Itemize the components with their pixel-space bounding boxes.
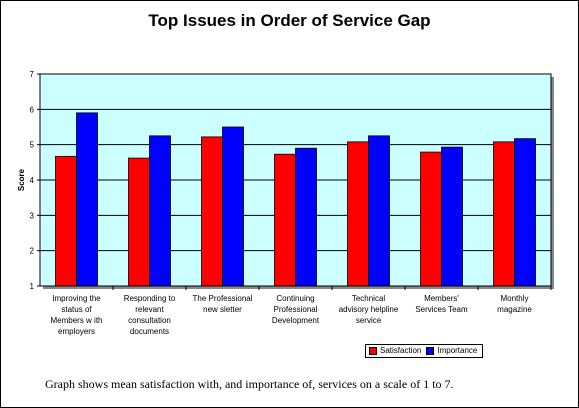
x-tick-label: Technical advisory helpline service [324, 293, 414, 326]
y-tick-label: 6 [30, 105, 35, 114]
y-axis-label: Score [17, 168, 26, 191]
x-tick-label-line: The Professional [192, 294, 253, 303]
x-tick-label-line: Continuing [276, 294, 315, 303]
x-tick-label: Continuing Professional Development [251, 293, 341, 326]
bar-satisfaction-6 [493, 141, 515, 287]
x-tick-label-line: consultation [128, 316, 171, 325]
bar-importance-4 [368, 135, 390, 287]
x-tick-label-line: Technical [351, 294, 386, 303]
chart-caption: Graph shows mean satisfaction with, and … [45, 377, 454, 391]
legend-swatch-importance [426, 347, 435, 355]
bar-importance-1 [149, 135, 171, 287]
x-tick-label-line: Responding to [123, 294, 176, 303]
legend: Satisfaction Importance [365, 344, 483, 358]
x-tick-label: Responding to relevant consultation documen… [105, 293, 195, 337]
bar-importance-0 [76, 112, 98, 287]
y-tick-label: 1 [30, 282, 35, 291]
bar-satisfaction-0 [55, 155, 77, 287]
bar-satisfaction-2 [201, 136, 223, 287]
x-tick-label-line: Professional [273, 305, 318, 314]
chart-title: Top Issues in Order of Service Gap [148, 11, 431, 30]
bar-satisfaction-5 [420, 151, 442, 287]
y-tick-label: 7 [30, 70, 35, 79]
y-tick-label: 5 [30, 141, 35, 150]
x-tick-label: Members' Services Team [397, 293, 487, 315]
x-tick-label-line: magazine [497, 305, 532, 314]
x-tick-label-line: relevant [135, 305, 164, 314]
bar-importance-2 [222, 126, 244, 287]
bar-importance-6 [514, 138, 536, 287]
x-tick-label-line: new sletter [203, 305, 242, 314]
x-tick-label: Improving the status of Members w ith emplo… [32, 293, 122, 337]
x-tick-label-line: Monthly [500, 294, 529, 303]
x-tick-label-line: documents [129, 327, 170, 336]
x-tick-label: Monthly magazine [470, 293, 560, 315]
x-tick-label-line: status of [61, 305, 92, 314]
legend-swatch-satisfaction [369, 347, 377, 355]
y-tick-label: 4 [30, 176, 35, 185]
bar-satisfaction-3 [274, 153, 296, 287]
x-tick-label-line: Members w ith [50, 316, 103, 325]
bar-satisfaction-1 [128, 157, 150, 287]
x-tick-label-line: service [355, 316, 382, 325]
x-tick-label-line: Improving the [52, 294, 101, 303]
x-tick-label-line: employers [58, 327, 95, 336]
legend-label-satisfaction: Satisfaction [380, 346, 422, 355]
x-tick-label-line: Services Team [415, 305, 468, 314]
x-tick-label-line: advisory helpline [338, 305, 399, 314]
y-tick-label: 2 [30, 247, 35, 256]
y-tick-label: 3 [30, 211, 35, 220]
bar-importance-3 [295, 147, 317, 287]
legend-label-importance: Importance [437, 346, 478, 355]
bar-importance-5 [441, 146, 463, 287]
bar-satisfaction-4 [347, 141, 369, 287]
x-tick-label-line: Members' [424, 294, 459, 303]
x-tick-label: The Professional new sletter [178, 293, 268, 315]
x-tick-label-line: Development [271, 316, 320, 325]
